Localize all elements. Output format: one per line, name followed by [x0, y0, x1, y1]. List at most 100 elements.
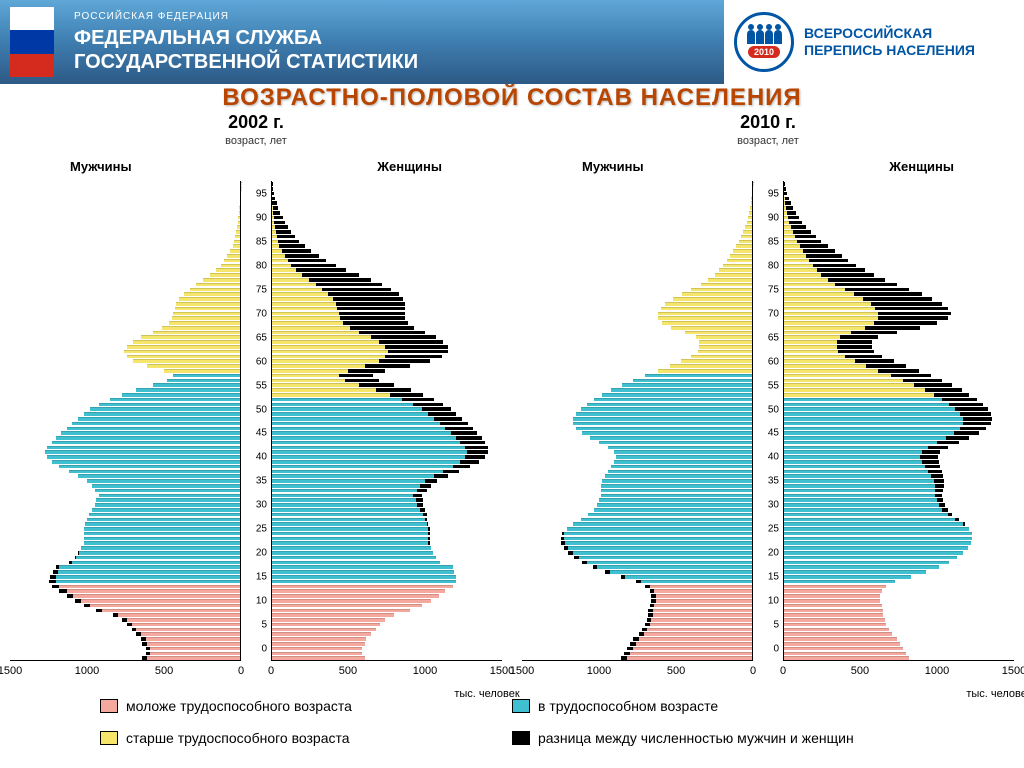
bar-men — [169, 321, 241, 325]
bar-diff — [630, 642, 636, 646]
bar-men — [715, 273, 753, 277]
bar-women — [271, 618, 385, 622]
bar-diff — [272, 201, 277, 205]
bar-women — [783, 498, 943, 502]
bar-diff — [928, 446, 948, 450]
bar-men — [599, 498, 753, 502]
bar-women — [271, 498, 423, 502]
bar-men — [645, 623, 753, 627]
bar-diff — [935, 494, 942, 498]
bar-men — [147, 364, 241, 368]
bar-diff — [797, 240, 821, 244]
bar-diff — [920, 455, 938, 459]
bar-diff — [784, 187, 786, 191]
bar-men — [622, 383, 753, 387]
bar-women — [783, 570, 926, 574]
bar-women — [271, 427, 473, 431]
bar-diff — [934, 479, 944, 483]
bar-men — [90, 407, 241, 411]
bar-women — [783, 618, 885, 622]
bar-women — [783, 508, 948, 512]
bar-women — [783, 427, 986, 431]
bar-men — [146, 652, 241, 656]
bar-men — [78, 417, 241, 421]
bar-women — [271, 513, 427, 517]
bar-men — [627, 647, 753, 651]
bar-women — [271, 455, 485, 459]
bar-diff — [275, 225, 288, 229]
bar-women — [271, 642, 365, 646]
bar-diff — [785, 197, 789, 201]
bar-men — [614, 460, 753, 464]
bar-men — [67, 427, 241, 431]
bar-men — [671, 326, 753, 330]
bar-men — [153, 383, 241, 387]
bar-women — [783, 431, 979, 435]
bar-women — [783, 551, 963, 555]
bar-women — [271, 599, 431, 603]
bar-women — [271, 632, 371, 636]
bar-diff — [955, 407, 987, 411]
bar-men — [136, 632, 241, 636]
bar-men — [75, 599, 241, 603]
bar-diff — [642, 628, 647, 632]
bar-diff — [809, 259, 848, 263]
bar-diff — [837, 340, 872, 344]
bar-women — [271, 541, 430, 545]
bar-women — [271, 623, 380, 627]
bar-diff — [302, 273, 359, 277]
bar-men — [665, 302, 753, 306]
bar-women — [783, 609, 883, 613]
bar-women — [783, 623, 886, 627]
bar-diff — [417, 489, 426, 493]
bar-men — [122, 618, 241, 622]
bar-men — [593, 565, 753, 569]
bar-men — [647, 618, 753, 622]
bar-diff — [67, 594, 73, 598]
bar-men — [113, 613, 241, 617]
bar-diff — [568, 551, 573, 555]
bar-women — [783, 532, 972, 536]
bar-diff — [142, 642, 147, 646]
bar-women — [271, 450, 488, 454]
bar-diff — [605, 570, 610, 574]
bar-diff — [647, 618, 652, 622]
bar-diff — [650, 604, 655, 608]
bar-diff — [806, 254, 841, 258]
bar-women — [271, 628, 376, 632]
bar-diff — [440, 422, 468, 426]
bar-diff — [453, 465, 470, 469]
bar-men — [594, 398, 753, 402]
bar-women — [783, 565, 939, 569]
census-title: ВСЕРОССИЙСКАЯ ПЕРЕПИСЬ НАСЕЛЕНИЯ — [804, 25, 975, 59]
bar-diff — [274, 216, 283, 220]
bar-men — [69, 561, 241, 565]
bar-men — [708, 278, 753, 282]
bar-diff — [376, 388, 411, 392]
bar-men — [733, 249, 753, 253]
bar-diff — [136, 632, 141, 636]
bar-women — [271, 609, 410, 613]
bar-men — [203, 278, 241, 282]
bar-men — [179, 297, 241, 301]
bar-men — [122, 393, 241, 397]
bar-diff — [274, 221, 285, 225]
bar-men — [127, 623, 241, 627]
bar-men — [699, 340, 753, 344]
bar-women — [783, 585, 886, 589]
bar-men — [164, 369, 241, 373]
bar-diff — [651, 594, 656, 598]
bar-women — [783, 589, 882, 593]
bar-diff — [460, 441, 485, 445]
bar-diff — [273, 206, 279, 210]
bar-men — [56, 565, 241, 569]
bar-diff — [343, 321, 408, 325]
bar-diff — [428, 537, 430, 541]
bar-men — [642, 628, 753, 632]
bar-men — [590, 436, 753, 440]
bar-men — [614, 450, 753, 454]
bar-women — [783, 422, 991, 426]
bar-diff — [800, 244, 828, 248]
bar-diff — [803, 249, 835, 253]
census-line2: ПЕРЕПИСЬ НАСЕЛЕНИЯ — [804, 42, 975, 59]
